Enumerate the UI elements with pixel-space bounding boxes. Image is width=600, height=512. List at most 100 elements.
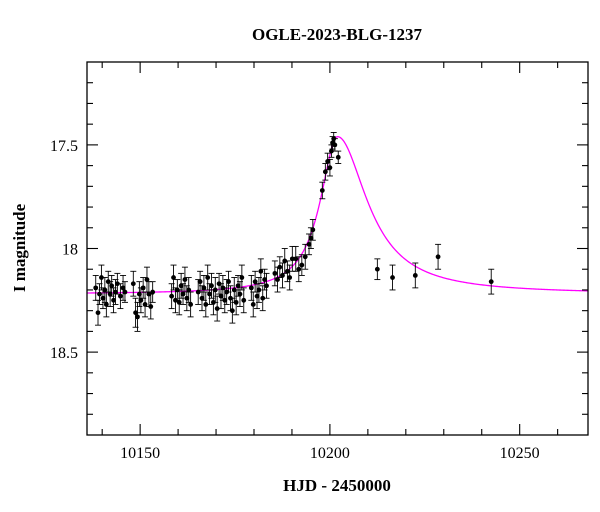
data-point — [171, 275, 176, 280]
data-point — [260, 295, 266, 301]
data-point — [105, 279, 111, 285]
data-point — [195, 289, 201, 295]
data-point — [118, 293, 123, 299]
data-point — [97, 291, 102, 297]
data-point — [174, 287, 180, 293]
data-point — [220, 285, 226, 291]
data-point — [150, 289, 156, 295]
data-point — [178, 283, 184, 289]
data-point — [241, 297, 247, 303]
data-point — [186, 287, 192, 293]
data-point — [113, 289, 118, 295]
data-point — [258, 268, 264, 274]
data-point — [122, 289, 128, 295]
data-point — [250, 302, 256, 307]
data-point — [308, 235, 314, 241]
axis-ticks-layer — [87, 62, 588, 435]
data-point — [133, 310, 138, 316]
data-point — [226, 279, 231, 285]
data-point — [488, 279, 494, 285]
x-axis-label: HJD - 2450000 — [283, 476, 391, 495]
data-point — [180, 291, 186, 297]
data-point — [201, 285, 207, 291]
data-point — [109, 283, 115, 289]
data-point — [144, 277, 150, 282]
data-point — [319, 188, 325, 193]
data-point — [287, 275, 293, 280]
data-point — [182, 277, 188, 282]
data-point — [329, 148, 334, 154]
data-point — [228, 295, 233, 301]
data-point — [277, 264, 283, 270]
data-point — [214, 306, 220, 311]
data-point — [146, 291, 152, 297]
data-point — [188, 302, 194, 307]
y-tick-label: 18.5 — [50, 345, 78, 362]
data-point — [272, 270, 278, 276]
y-axis-label: I magnitude — [10, 203, 29, 292]
data-point — [100, 295, 106, 301]
data-point — [207, 291, 212, 297]
model-curve-layer — [86, 135, 589, 294]
tick-labels-layer: 10150 10200 10250 17.5 18 18.5 — [50, 138, 540, 462]
data-point — [310, 227, 316, 233]
data-point — [332, 142, 338, 148]
data-point — [275, 277, 280, 282]
model-curve — [86, 135, 589, 294]
data-point — [293, 256, 299, 262]
data-point — [412, 273, 418, 278]
data-point — [296, 266, 302, 272]
data-point — [136, 291, 142, 297]
error-bars-layer — [92, 132, 495, 332]
data-point — [114, 281, 120, 287]
data-point — [212, 287, 218, 293]
data-point — [327, 165, 333, 171]
data-point — [254, 293, 260, 299]
data-point — [218, 293, 224, 299]
data-point — [184, 295, 190, 301]
data-point — [289, 256, 295, 262]
data-point — [390, 275, 395, 280]
data-point — [103, 302, 109, 307]
data-point — [302, 254, 308, 260]
data-point — [203, 302, 209, 307]
data-point — [107, 291, 113, 297]
data-point — [102, 287, 108, 293]
data-point — [216, 281, 222, 287]
data-point — [140, 285, 146, 291]
data-point — [248, 285, 254, 291]
data-point — [176, 299, 182, 305]
data-point — [264, 283, 269, 289]
data-point — [169, 293, 175, 299]
data-point — [252, 279, 258, 285]
data-point — [435, 254, 441, 260]
x-tick-label: 10200 — [310, 445, 350, 462]
data-point — [111, 297, 116, 303]
data-point — [231, 287, 237, 293]
data-point — [173, 297, 178, 303]
data-point — [120, 285, 126, 291]
data-point — [262, 277, 268, 282]
x-tick-label: 10250 — [500, 445, 540, 462]
y-tick-label: 18 — [62, 242, 78, 259]
data-point — [233, 299, 239, 305]
x-tick-label: 10150 — [120, 445, 160, 462]
data-point — [229, 308, 235, 314]
data-point — [130, 281, 136, 287]
data-point — [256, 287, 262, 293]
data-point — [197, 279, 203, 285]
data-point — [142, 302, 148, 307]
data-point — [199, 295, 205, 301]
data-point — [235, 283, 241, 289]
data-point — [237, 291, 243, 297]
data-point — [335, 154, 341, 160]
data-point — [209, 283, 214, 289]
plot-frame — [86, 61, 589, 436]
data-point — [210, 299, 216, 305]
data-point — [282, 258, 288, 264]
data-point — [322, 169, 328, 175]
data-point — [374, 266, 380, 272]
data-point — [95, 310, 101, 316]
data-point — [93, 285, 99, 291]
